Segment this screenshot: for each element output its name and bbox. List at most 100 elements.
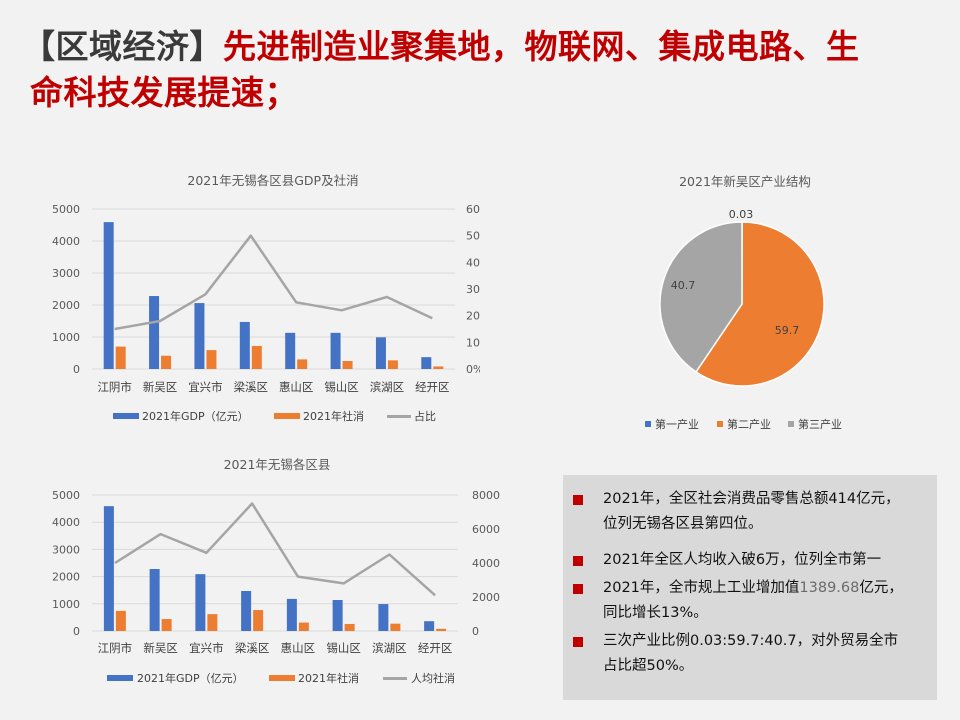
bar-consumption [161,619,172,631]
y-axis-left-tick: 5000 [52,203,80,216]
chart2-legend: 2021年GDP（亿元） 2021年社消 人均社消 [107,671,455,685]
legend-consumption-swatch [269,675,295,681]
x-axis-category-label: 新吴区 [143,641,178,655]
highlight-text: 亿元， [859,580,903,596]
x-axis-category-label: 梁溪区 [235,641,270,655]
y-axis-right-tick: 40000 [472,557,500,570]
y-axis-right-tick: 50% [466,230,480,243]
legend-per-capita-swatch [383,677,407,680]
x-axis-category-label: 江阴市 [97,380,132,394]
industry-structure-pie: 2021年新吴区产业结构 0.03 59.7 40.7 第一产业 第二产业 第三… [645,174,842,431]
bar-gdp [375,337,386,369]
bar-consumption [436,628,447,631]
bar-consumption [115,610,126,631]
x-axis-category-label: 宜兴市 [189,641,224,655]
bar-consumption [433,366,444,369]
bar-gdp [149,296,160,369]
pie-label-secondary: 59.7 [775,324,800,337]
legend-tertiary-label: 第三产业 [798,417,842,431]
chart1-legend: 2021年GDP（亿元） 2021年社消 占比 [113,409,436,423]
pie-legend: 第一产业 第二产业 第三产业 [645,417,842,431]
y-axis-left-tick: 2000 [52,299,80,312]
bar-consumption [161,355,172,369]
y-axis-right-tick: 0% [466,363,480,376]
y-axis-left-tick: 3000 [52,267,80,280]
line-series [114,234,433,331]
y-axis-left-tick: 1000 [52,331,80,344]
y-axis-right-tick: 40% [466,256,480,269]
highlight-text: 三次产业比例0.03:59.7:40.7，对外贸易全市 [603,633,899,649]
bar-consumption [344,623,355,631]
bar-gdp [103,506,114,631]
y-axis-right-tick: 80000 [472,489,500,502]
bullet-square-icon [573,556,583,566]
y-axis-left-tick: 3000 [52,543,80,556]
bullet-square-icon [573,637,583,647]
legend-ratio-label: 占比 [414,409,436,423]
bar-gdp [149,568,160,631]
y-axis-left-tick: 0 [73,363,80,376]
chart2-title: 2021年无锡各区县 [224,457,331,472]
y-axis-left-tick: 5000 [52,489,80,502]
legend-secondary-swatch [717,421,723,427]
highlight-text: 占比超50%。 [603,658,694,674]
bar-consumption [298,622,309,631]
y-axis-left-tick: 2000 [52,571,80,584]
bar-gdp [241,591,252,631]
y-axis-right-tick: 60000 [472,523,500,536]
pie-title: 2021年新吴区产业结构 [679,174,811,189]
highlights-box: 2021年，全区社会消费品零售总额414亿元， 位列无锡各区县第四位。 2021… [563,475,937,700]
title-line2: 命科技发展提速； [30,73,298,112]
y-axis-left-tick: 1000 [52,598,80,611]
bar-gdp [195,574,206,631]
y-axis-right-tick: 20000 [472,591,500,604]
y-axis-right-tick: 20% [466,310,480,323]
legend-primary-label: 第一产业 [655,417,699,431]
legend-per-capita-label: 人均社消 [411,671,455,685]
x-axis-category-label: 惠山区 [279,380,314,394]
bar-gdp [286,598,297,631]
legend-gdp-swatch [107,675,133,681]
bar-consumption [390,623,401,631]
x-axis-category-label: 锡山区 [324,380,359,394]
bar-gdp [378,604,389,631]
x-axis-category-label: 滨湖区 [372,641,407,655]
bar-gdp [332,599,343,631]
legend-gdp-swatch [113,413,139,419]
legend-tertiary-swatch [788,421,794,427]
legend-consumption-label: 2021年社消 [303,409,364,423]
legend-consumption-swatch [274,413,300,419]
y-axis-right-tick: 0 [472,625,479,638]
bar-consumption [251,345,262,369]
pie-label-tertiary: 40.7 [671,279,696,292]
x-axis-category-label: 江阴市 [98,641,133,655]
bar-gdp [330,332,341,369]
y-axis-left-tick: 4000 [52,516,80,529]
bar-consumption [253,610,264,631]
bullet-square-icon [573,584,583,594]
y-axis-left-tick: 4000 [52,235,80,248]
legend-secondary-label: 第二产业 [727,417,771,431]
x-axis-category-label: 宜兴市 [188,380,223,394]
bar-gdp [421,357,432,369]
y-axis-right-tick: 10% [466,336,480,349]
highlight-text: 位列无锡各区县第四位。 [603,516,763,532]
bar-gdp [424,621,435,631]
title-prefix: 【区域经济】 [22,27,223,66]
highlight-text: 2021年，全市规上工业增加值 [603,580,800,596]
legend-ratio-swatch [387,415,411,418]
y-axis-right-tick: 60% [466,203,480,216]
x-axis-category-label: 滨湖区 [370,380,405,394]
bar-consumption [207,614,218,631]
highlight-value: 1389.68 [799,580,860,596]
highlight-text: 2021年全区人均收入破6万，位列全市第一 [603,552,882,568]
bar-consumption [206,350,217,369]
line-series [114,502,436,597]
bar-consumption [297,359,308,369]
y-axis-left-tick: 0 [73,625,80,638]
title-main: 先进制造业聚集地，物联网、集成电路、生 [223,27,860,66]
bullet-square-icon [573,495,583,505]
bar-consumption [115,346,126,369]
bar-gdp [194,303,205,369]
pie-label-primary: 0.03 [729,208,754,221]
